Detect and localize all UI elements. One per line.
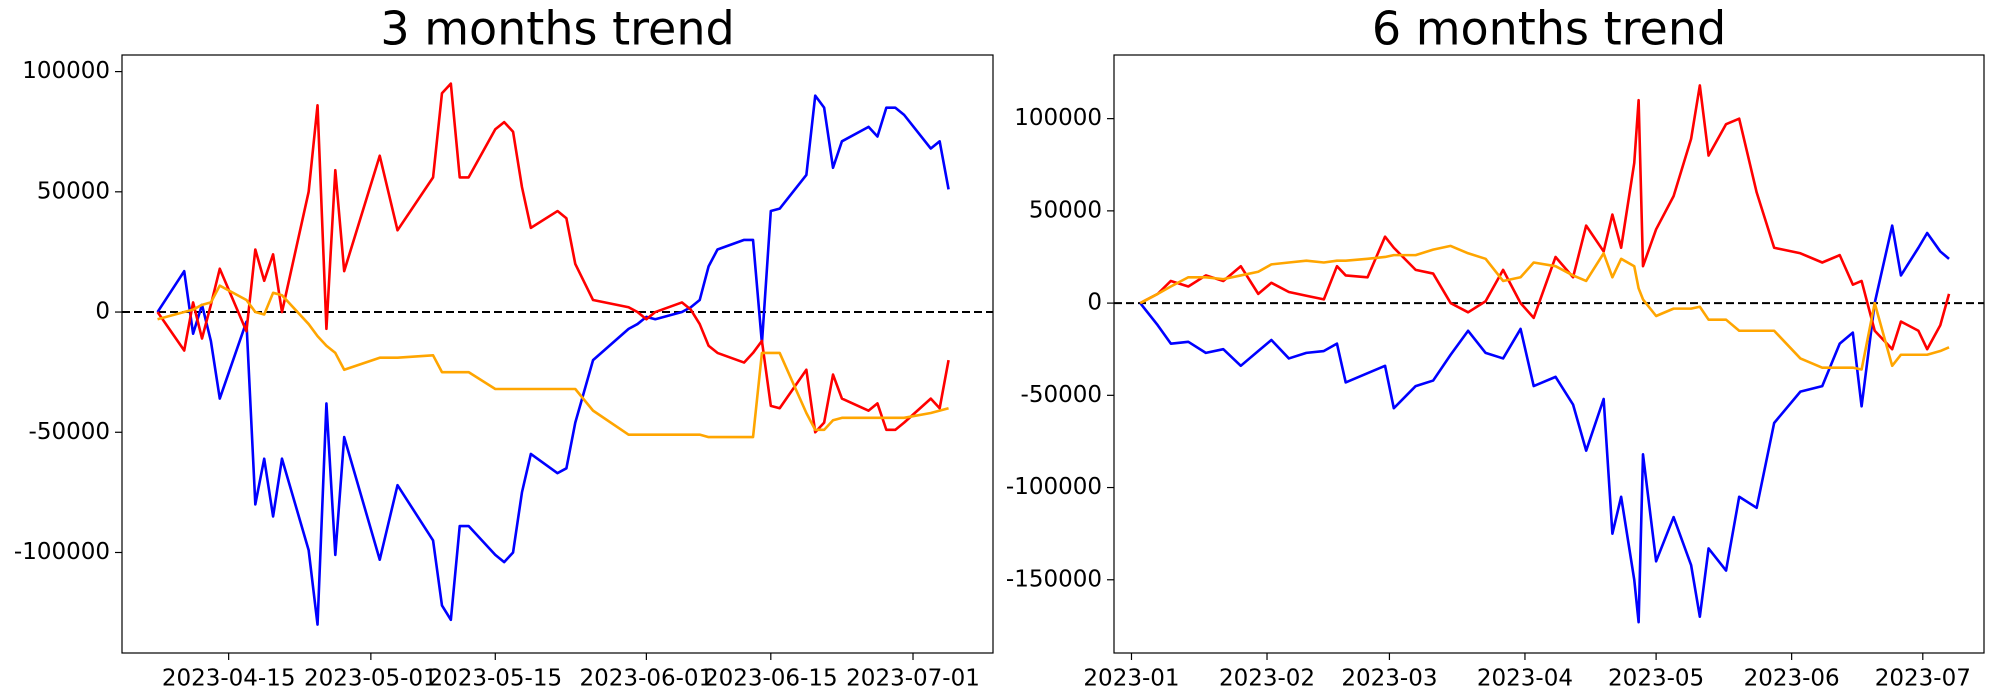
data-line [1139,224,1950,624]
x-tick-label: 2023-07-01 [846,666,980,692]
x-tick-label: 2023-02 [1219,666,1315,692]
x-tick-label: 2023-01 [1083,666,1179,692]
y-tick-label: -100000 [14,539,110,565]
y-tick-label: 100000 [22,58,110,84]
x-tick-label: 2023-04 [1477,666,1573,692]
data-line [1139,84,1951,351]
y-tick-label: 50000 [37,178,110,204]
data-line [156,94,950,626]
plot-frame [121,54,994,654]
plot-frame [1113,54,1985,654]
y-tick-label: -100000 [1006,474,1102,500]
x-tick-label: 2023-06 [1744,666,1840,692]
x-tick-label: 2023-07 [1875,666,1971,692]
chart-title: 6 months trend [1372,2,1726,56]
x-tick-label: 2023-03 [1341,666,1437,692]
subplot: 6 months trend -150000 -100000 -50000 0 50000… [1006,2,1985,692]
y-tick-label: 50000 [1029,197,1102,223]
x-tick-label: 2023-06-01 [580,666,714,692]
data-line [156,82,950,434]
y-tick-label: 100000 [1014,105,1102,131]
data-line [1139,244,1950,371]
subplot: 3 months trend -100000 -50000 0 50000 100000 2… [14,2,994,692]
y-tick-label: 0 [95,299,110,325]
y-tick-label: -50000 [1021,382,1102,408]
y-tick-label: -150000 [1006,566,1102,592]
y-tick-label: 0 [1087,290,1102,316]
y-tick-label: -50000 [29,419,110,445]
chart-title: 3 months trend [380,2,734,56]
data-line [157,284,949,439]
x-tick-label: 2023-05 [1608,666,1704,692]
x-tick-label: 2023-05-15 [428,666,562,692]
x-tick-label: 2023-04-15 [162,666,296,692]
x-tick-label: 2023-06-15 [704,666,838,692]
x-tick-label: 2023-05-01 [304,666,438,692]
